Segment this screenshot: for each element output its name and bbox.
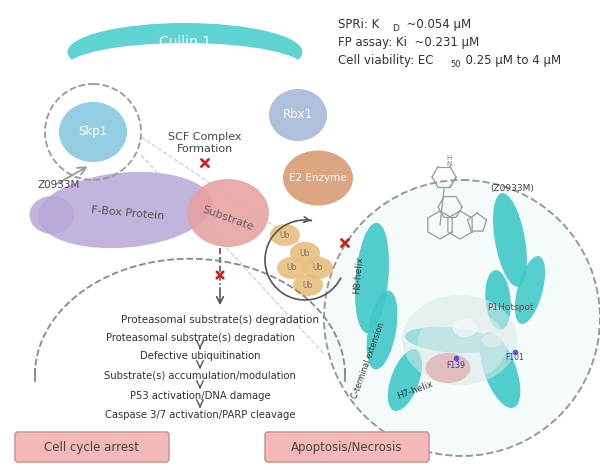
Text: F101: F101 — [506, 353, 524, 362]
Text: Cell cycle arrest: Cell cycle arrest — [44, 440, 139, 454]
Text: Proteasomal substrate(s) degradation: Proteasomal substrate(s) degradation — [106, 333, 295, 343]
Ellipse shape — [269, 89, 327, 141]
Ellipse shape — [417, 310, 507, 380]
Text: Ub: Ub — [280, 230, 290, 240]
Text: E2 Enzyme: E2 Enzyme — [289, 173, 347, 183]
Text: Proteasomal substrate(s) degradation: Proteasomal substrate(s) degradation — [121, 315, 319, 325]
Text: SCF Complex
Formation: SCF Complex Formation — [168, 132, 242, 154]
Text: F-Box Protein: F-Box Protein — [91, 205, 165, 221]
Text: 0.25 μM to 4 μM: 0.25 μM to 4 μM — [458, 54, 561, 67]
Ellipse shape — [388, 349, 422, 411]
Text: Caspase 3/7 activation/PARP cleavage: Caspase 3/7 activation/PARP cleavage — [105, 410, 295, 420]
Text: Rbx1: Rbx1 — [283, 109, 313, 122]
Text: H
N: H N — [446, 155, 452, 167]
Text: Ub: Ub — [313, 264, 323, 273]
Ellipse shape — [403, 295, 517, 385]
Ellipse shape — [452, 319, 478, 337]
Text: ~0.054 μM: ~0.054 μM — [399, 18, 471, 31]
FancyBboxPatch shape — [15, 432, 169, 462]
Ellipse shape — [290, 242, 320, 264]
Text: D: D — [392, 24, 399, 33]
Ellipse shape — [405, 327, 495, 353]
Text: Cullin 1: Cullin 1 — [159, 35, 211, 49]
Text: Defective ubiquitination: Defective ubiquitination — [140, 351, 260, 361]
Text: (Z0933M): (Z0933M) — [490, 183, 534, 193]
Text: 50: 50 — [450, 60, 461, 69]
Ellipse shape — [479, 332, 520, 408]
Ellipse shape — [485, 270, 511, 330]
Ellipse shape — [303, 257, 333, 279]
Ellipse shape — [29, 196, 74, 234]
Text: P53 activation/DNA damage: P53 activation/DNA damage — [130, 391, 271, 401]
Ellipse shape — [187, 179, 269, 247]
Text: SPRi: K: SPRi: K — [338, 18, 379, 31]
Text: Ub: Ub — [287, 264, 297, 273]
Text: FP assay: Ki  ~0.231 μM: FP assay: Ki ~0.231 μM — [338, 36, 479, 49]
Text: Z0933M: Z0933M — [38, 180, 80, 190]
Text: Skp1: Skp1 — [79, 125, 107, 139]
Text: Apoptosis/Necrosis: Apoptosis/Necrosis — [291, 440, 403, 454]
Ellipse shape — [367, 290, 397, 369]
Ellipse shape — [493, 193, 527, 287]
Text: F139: F139 — [446, 360, 466, 369]
Ellipse shape — [293, 274, 323, 296]
Ellipse shape — [67, 23, 302, 81]
Ellipse shape — [425, 353, 470, 383]
Ellipse shape — [277, 257, 307, 279]
Ellipse shape — [355, 223, 389, 333]
Text: P1Hotspot: P1Hotspot — [487, 304, 533, 313]
Ellipse shape — [38, 172, 212, 248]
Text: H8-helix: H8-helix — [352, 256, 364, 294]
Text: Ub: Ub — [303, 281, 313, 290]
Circle shape — [324, 180, 600, 456]
Ellipse shape — [65, 43, 305, 93]
Text: Cell viability: EC: Cell viability: EC — [338, 54, 433, 67]
Ellipse shape — [482, 332, 502, 347]
Ellipse shape — [270, 224, 300, 246]
Ellipse shape — [515, 256, 545, 324]
Text: C-terminal extension: C-terminal extension — [350, 321, 386, 399]
Text: Ub: Ub — [300, 249, 310, 258]
Ellipse shape — [283, 150, 353, 205]
FancyBboxPatch shape — [265, 432, 429, 462]
Text: Substrate(s) accumulation/modulation: Substrate(s) accumulation/modulation — [104, 371, 296, 381]
Ellipse shape — [59, 102, 127, 162]
Text: H7-helix: H7-helix — [396, 379, 434, 401]
Text: Substrate: Substrate — [201, 204, 255, 232]
